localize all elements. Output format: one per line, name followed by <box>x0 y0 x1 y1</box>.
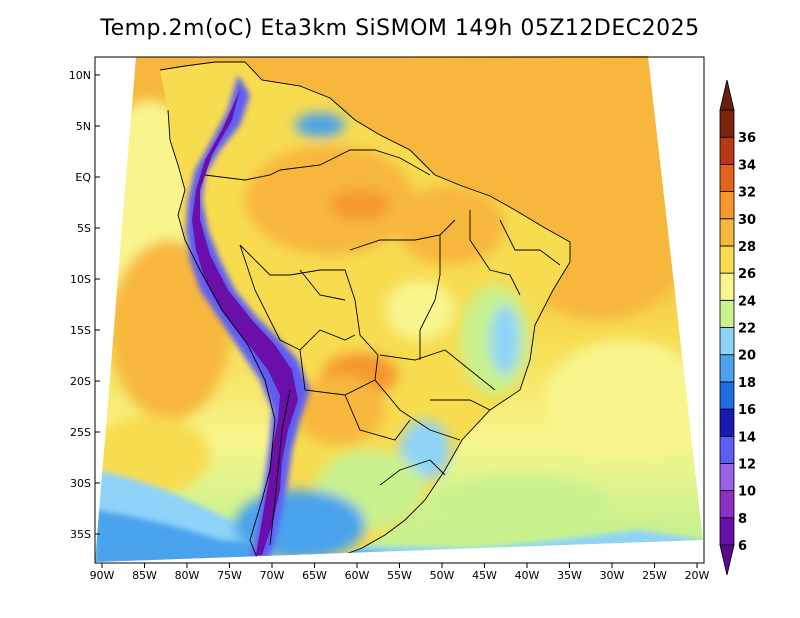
border-states-2 <box>419 235 441 360</box>
lat-tick-label: 20S <box>70 375 91 388</box>
lon-tick-label: 90W <box>90 569 115 582</box>
border-uruguay <box>379 459 446 486</box>
lon-tick-label: 30W <box>600 569 625 582</box>
chaco-warm-zone <box>295 375 385 445</box>
colorbar-segment <box>719 354 735 383</box>
temperature-field <box>95 56 703 562</box>
colorbar-label: 26 <box>738 267 756 282</box>
lat-tick-label: 5N <box>76 120 91 133</box>
amazon-very-hot <box>330 190 390 220</box>
colorbar-label: 32 <box>738 186 756 201</box>
andes-coldest-core <box>192 90 298 555</box>
colorbar-segment <box>719 490 735 519</box>
lon-tick-label: 70W <box>260 569 285 582</box>
colorbar-segment <box>719 272 735 301</box>
colorbar: 6 8 10 12 14 16 18 20 22 24 26 28 30 32 34 36 <box>719 79 756 576</box>
border-states-6 <box>299 269 346 301</box>
colorbar-segment <box>719 136 735 165</box>
border-argentina-chile <box>269 389 291 546</box>
lon-tick-label: 45W <box>472 569 497 582</box>
pacific-south-patch <box>95 415 210 495</box>
longitude-axis: 90W 85W 80W 75W 70W 65W 60W 55W 50W 45W 40W 35W 30W 2… <box>90 563 710 582</box>
lon-tick-label: 65W <box>302 569 327 582</box>
colorbar-label: 14 <box>738 430 756 445</box>
lat-tick-label: 25S <box>70 426 91 439</box>
lon-tick-label: 80W <box>175 569 200 582</box>
colorbar-segment <box>719 191 735 220</box>
lon-tick-label: 50W <box>430 569 455 582</box>
lon-tick-label: 35W <box>557 569 582 582</box>
lat-tick-label: EQ <box>75 171 91 184</box>
border-states-4 <box>379 349 496 391</box>
colorbar-label: 22 <box>738 322 756 337</box>
colorbar-segment <box>719 163 735 192</box>
coastline <box>159 61 571 562</box>
colorbar-label: 12 <box>738 457 756 472</box>
lat-tick-label: 10N <box>69 69 91 82</box>
lat-tick-label: 30S <box>70 477 91 490</box>
lat-tick-label: 5S <box>77 222 91 235</box>
colorbar-label: 6 <box>738 539 747 554</box>
lon-tick-label: 40W <box>515 569 540 582</box>
border-andes-west <box>204 169 281 181</box>
lon-tick-label: 55W <box>387 569 412 582</box>
lon-tick-label: 60W <box>345 569 370 582</box>
borders <box>159 61 571 562</box>
colorbar-label: 10 <box>738 485 756 500</box>
colorbar-label: 30 <box>738 213 756 228</box>
lat-tick-label: 10S <box>70 273 91 286</box>
colorbar-segment <box>719 218 735 247</box>
lon-tick-label: 75W <box>217 569 242 582</box>
amazon-hot-zone <box>245 145 415 255</box>
colorbar-label: 20 <box>738 349 756 364</box>
colorbar-label: 34 <box>738 158 756 173</box>
colorbar-segment <box>719 327 735 356</box>
border-brazil-west <box>239 244 461 441</box>
colorbar-segment <box>719 435 735 464</box>
border-argentina-paraguay <box>344 394 411 441</box>
venezuela-highland <box>295 113 345 137</box>
border-states-1 <box>349 219 456 251</box>
border-states-7 <box>499 219 561 266</box>
latitude-axis: 10N 5N EQ 5S 10S 15S 20S 25S 30S 35S <box>69 69 100 541</box>
colorbar-segment <box>719 299 735 328</box>
lon-tick-label: 85W <box>132 569 157 582</box>
lat-tick-label: 15S <box>70 324 91 337</box>
lon-tick-label: 20W <box>685 569 710 582</box>
colorbar-segment <box>719 463 735 492</box>
colorbar-max-arrow <box>719 79 735 111</box>
colorbar-label: 18 <box>738 376 756 391</box>
atlantic-cool-patch <box>545 340 703 460</box>
colorbar-segment <box>719 109 735 138</box>
border-states-3 <box>469 210 521 296</box>
border-states-5 <box>430 399 491 411</box>
espinhaco-cool <box>490 305 520 375</box>
map-title: Temp.2m(oC) Eta3km SiSMOM 149h 05Z12DEC2… <box>100 16 700 41</box>
colorbar-segment <box>719 517 735 546</box>
border-bolivia-south <box>299 349 376 396</box>
colorbar-segment <box>719 245 735 274</box>
colorbar-min-arrow <box>719 544 735 576</box>
colorbar-segment <box>719 381 735 410</box>
central-brazil-cool <box>385 280 455 340</box>
colorbar-label: 8 <box>738 512 747 527</box>
atlantic-south-patch <box>430 475 610 535</box>
colorbar-segment <box>719 408 735 437</box>
colorbar-label: 28 <box>738 240 756 255</box>
colorbar-label: 24 <box>738 294 756 309</box>
lon-tick-label: 25W <box>642 569 667 582</box>
colorbar-label: 16 <box>738 403 756 418</box>
colorbar-label: 36 <box>738 131 756 146</box>
border-brazil-north <box>279 149 431 176</box>
lat-tick-label: 35S <box>70 528 91 541</box>
